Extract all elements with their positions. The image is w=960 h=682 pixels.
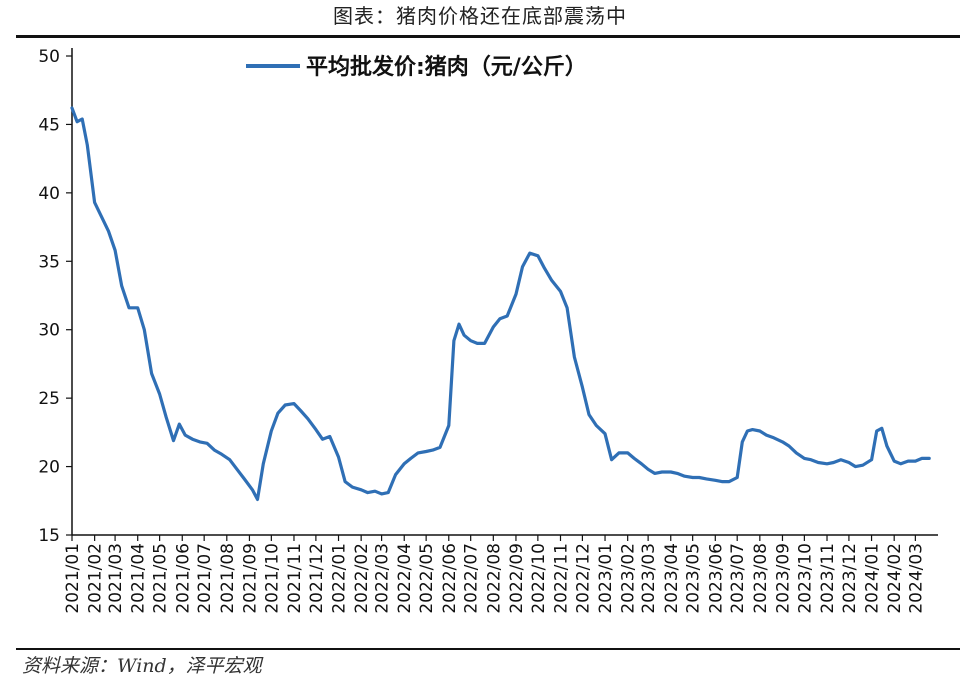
x-tick-label: 2021/10 bbox=[262, 543, 282, 614]
x-tick-label: 2021/04 bbox=[129, 543, 149, 614]
x-tick-label: 2022/09 bbox=[507, 543, 527, 614]
x-tick-label: 2023/02 bbox=[619, 543, 639, 614]
y-tick-label: 20 bbox=[38, 458, 60, 478]
y-tick-label: 45 bbox=[38, 115, 60, 135]
figure-title: 图表：猪肉价格还在底部震荡中 bbox=[333, 4, 627, 28]
x-tick-label: 2021/07 bbox=[195, 543, 215, 614]
top-rule bbox=[16, 35, 960, 38]
bottom-rule bbox=[16, 648, 960, 650]
x-tick-label: 2023/11 bbox=[818, 543, 838, 614]
series-line-0 bbox=[70, 106, 931, 501]
x-tick-label: 2021/12 bbox=[307, 543, 327, 614]
x-tick-label: 2022/04 bbox=[395, 543, 415, 614]
x-tick-label: 2024/03 bbox=[906, 543, 926, 614]
source-note: 资料来源：Wind，泽平宏观 bbox=[22, 655, 262, 677]
x-tick-label: 2023/05 bbox=[684, 543, 704, 614]
x-tick-label: 2022/10 bbox=[529, 543, 549, 614]
x-tick-label: 2023/03 bbox=[639, 543, 659, 614]
x-tick-label: 2023/10 bbox=[795, 543, 815, 614]
x-tick-label: 2022/05 bbox=[417, 543, 437, 614]
y-tick-label: 15 bbox=[38, 526, 60, 546]
legend-label: 平均批发价:猪肉（元/公斤） bbox=[306, 54, 587, 80]
x-tick-label: 2024/01 bbox=[863, 543, 883, 614]
axes bbox=[71, 48, 938, 536]
x-tick-label: 2022/03 bbox=[373, 543, 393, 614]
x-tick-label: 2021/01 bbox=[63, 543, 83, 614]
x-tick-label: 2021/02 bbox=[86, 543, 106, 614]
x-tick-label: 2021/06 bbox=[173, 543, 193, 614]
x-tick-label: 2022/12 bbox=[573, 543, 593, 614]
x-tick-label: 2023/04 bbox=[662, 543, 682, 614]
x-tick-label: 2023/12 bbox=[840, 543, 860, 614]
x-axis-ticks: 2021/01 2021/02 2021/03 2021/04 2021/05 2021/… bbox=[63, 535, 926, 614]
x-tick-label: 2021/08 bbox=[218, 543, 238, 614]
x-tick-label: 2021/11 bbox=[285, 543, 305, 614]
y-tick-label: 50 bbox=[38, 47, 60, 67]
x-tick-label: 2021/09 bbox=[240, 543, 260, 614]
x-tick-label: 2023/09 bbox=[773, 543, 793, 614]
x-tick-label: 2023/08 bbox=[751, 543, 771, 614]
y-tick-label: 30 bbox=[38, 321, 60, 341]
y-tick-label: 35 bbox=[38, 252, 60, 272]
x-tick-label: 2022/08 bbox=[484, 543, 504, 614]
x-tick-label: 2023/07 bbox=[728, 543, 748, 614]
x-tick-label: 2022/06 bbox=[440, 543, 460, 614]
x-tick-label: 2022/01 bbox=[330, 543, 350, 614]
x-tick-label: 2024/02 bbox=[885, 543, 905, 614]
y-tick-label: 40 bbox=[38, 184, 60, 204]
y-tick-label: 25 bbox=[38, 389, 60, 409]
x-tick-label: 2022/02 bbox=[352, 543, 372, 614]
x-tick-label: 2023/06 bbox=[706, 543, 726, 614]
legend: 平均批发价:猪肉（元/公斤） bbox=[246, 54, 587, 80]
y-axis-ticks: 15 20 25 30 35 40 45 50 bbox=[38, 47, 72, 546]
x-tick-label: 2021/03 bbox=[106, 543, 126, 614]
x-tick-label: 2022/11 bbox=[551, 543, 571, 614]
plot-area bbox=[70, 106, 931, 501]
x-tick-label: 2022/07 bbox=[462, 543, 482, 614]
x-tick-label: 2023/01 bbox=[596, 543, 616, 614]
x-tick-label: 2021/05 bbox=[151, 543, 171, 614]
